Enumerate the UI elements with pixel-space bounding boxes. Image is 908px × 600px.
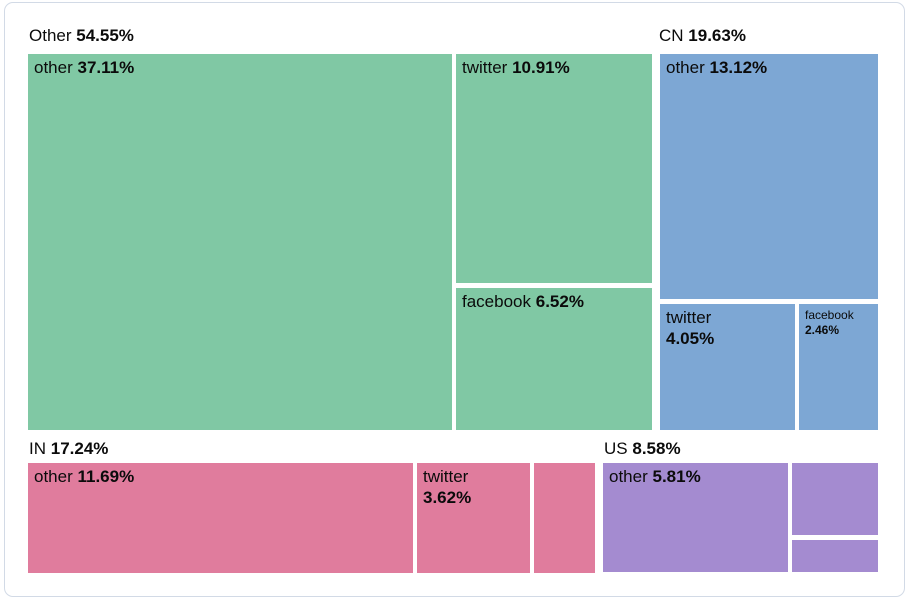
cell-cn-facebook[interactable]: facebook 2.46% [799,304,878,430]
group-label-in: IN 17.24% [29,439,108,459]
group-name: IN [29,439,46,458]
cell-value: 11.69% [77,467,135,486]
group-name: US [604,439,628,458]
group-label-us: US 8.58% [604,439,681,459]
group-label-other: Other 54.55% [29,26,134,46]
cell-value: 2.46% [805,323,840,337]
group-value: 17.24% [50,439,109,458]
cell-us-other[interactable]: other 5.81% [603,463,788,572]
group-value: 19.63% [688,26,746,45]
cell-value: 3.62% [423,488,472,507]
group-label-cn: CN 19.63% [659,26,746,46]
cell-us-unlabeled[interactable] [792,540,878,572]
group-name: Other [29,26,72,45]
cell-name: other [666,58,705,77]
cell-value: 4.05% [666,329,715,348]
cell-cn-other[interactable]: other 13.12% [660,54,878,299]
cell-value: 37.11% [77,58,135,77]
group-value: 8.58% [632,439,681,458]
cell-other-facebook[interactable]: facebook 6.52% [456,288,652,430]
cell-in-unlabeled[interactable] [534,463,595,573]
group-value: 54.55% [76,26,134,45]
cell-name: other [609,467,648,486]
cell-value: 13.12% [709,58,768,77]
cell-in-other[interactable]: other 11.69% [28,463,413,573]
cell-us-unlabeled[interactable] [792,463,878,535]
cell-name: twitter [423,467,469,486]
cell-value: 10.91% [512,58,570,77]
cell-other-other[interactable]: other 37.11% [28,54,452,430]
group-name: CN [659,26,684,45]
cell-cn-twitter[interactable]: twitter 4.05% [660,304,795,430]
cell-name: other [34,58,73,77]
cell-value: 5.81% [652,467,701,486]
cell-name: facebook [805,308,854,322]
cell-name: facebook [462,292,531,311]
cell-other-twitter[interactable]: twitter 10.91% [456,54,652,283]
cell-in-twitter[interactable]: twitter 3.62% [417,463,530,573]
cell-name: twitter [666,308,712,327]
cell-name: twitter [462,58,508,77]
cell-value: 6.52% [535,292,584,311]
cell-name: other [34,467,73,486]
